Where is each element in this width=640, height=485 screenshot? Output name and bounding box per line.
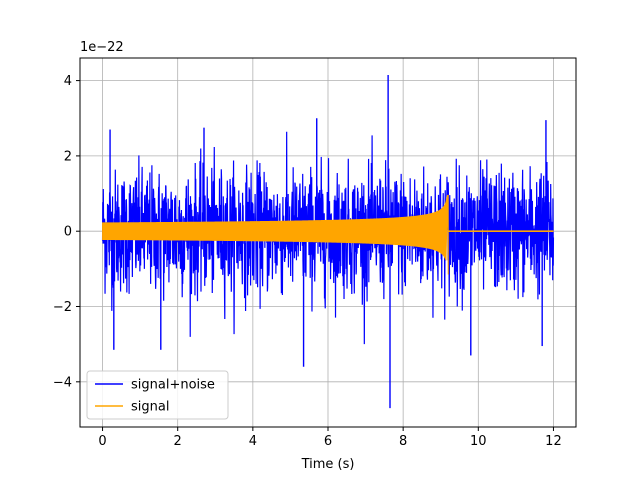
y-tick-label: −4 — [53, 375, 72, 390]
y-tick-label: 4 — [64, 74, 72, 89]
plot-area — [101, 74, 555, 409]
x-tick-label: 0 — [98, 434, 106, 449]
x-tick-label: 4 — [249, 434, 257, 449]
series-line-signal — [102, 194, 449, 275]
x-axis-label: Time (s) — [301, 457, 355, 472]
x-tick-label: 2 — [174, 434, 182, 449]
legend-box — [86, 370, 229, 420]
y-tick-label: 0 — [64, 225, 72, 240]
y-tick-label: −2 — [53, 300, 72, 315]
legend: signal+noise signal — [86, 370, 229, 420]
axis-ticks: 0 2 4 6 8 10 12 −4 −2 0 2 4 — [53, 74, 562, 449]
x-tick-label: 12 — [545, 434, 562, 449]
x-tick-label: 6 — [324, 434, 332, 449]
y-tick-label: 2 — [64, 149, 72, 164]
y-axis-scale-label: 1e−22 — [80, 40, 124, 55]
legend-label-signal-noise: signal+noise — [131, 378, 215, 393]
x-tick-label: 8 — [399, 434, 407, 449]
legend-label-signal: signal — [131, 400, 169, 415]
x-tick-label: 10 — [470, 434, 487, 449]
